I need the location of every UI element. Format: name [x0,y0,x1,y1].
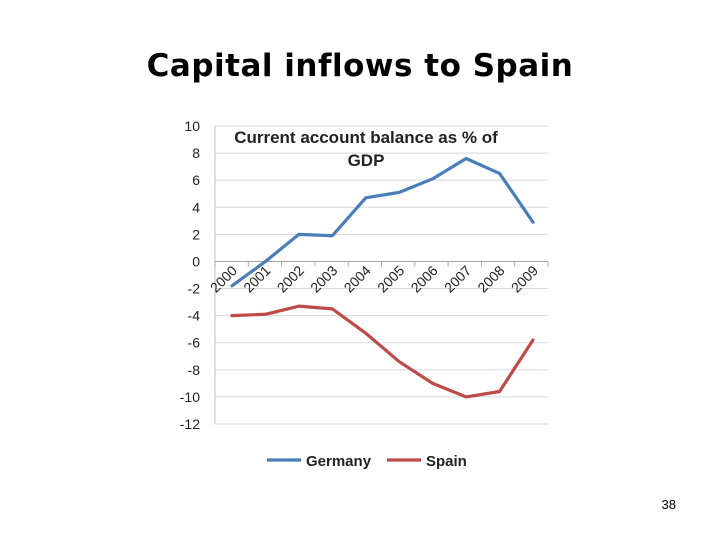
y-tick-label: 4 [192,199,200,215]
y-tick-label: 8 [192,145,200,161]
x-tick-label: 2003 [307,262,340,295]
y-tick-label: 6 [192,172,200,188]
series-lines [230,156,535,399]
chart-title: Current account balance as % of GDP [234,128,498,170]
y-tick-label: -10 [180,389,200,405]
x-tick-label: 2000 [207,262,240,295]
y-tick-label: -6 [188,335,201,351]
slide-title: Capital inflows to Spain [146,48,574,84]
series-line-spain [230,304,535,399]
x-tick-label: 2008 [474,262,507,295]
legend-label: Spain [426,453,467,470]
x-tick-label: 2005 [374,262,407,295]
y-tick-label: -2 [188,281,201,297]
page-number: 38 [661,497,676,512]
legend-label: Germany [306,453,372,470]
y-tick-label: -12 [180,416,200,432]
x-tick-label: 2002 [274,262,307,295]
chart-title-line: GDP [348,151,385,170]
y-tick-label: 10 [184,118,200,134]
series-line-germany [230,156,535,288]
chart-legend: Germany Spain [267,453,467,470]
chart-title-line: Current account balance as % of [234,128,498,147]
x-tick-label: 2006 [407,262,440,295]
x-tick-label: 2004 [341,262,374,295]
y-tick-label: -4 [188,308,201,324]
y-tick-label: 2 [192,226,200,242]
x-tick-label: 2009 [508,262,541,295]
y-axis-tick-labels: 10 8 6 4 2 0 -2 -4 -6 -8 -10 -12 [180,118,200,432]
gridlines [214,125,549,425]
y-tick-label: 0 [192,253,200,269]
y-tick-label: -8 [188,362,201,378]
x-tick-label: 2007 [441,262,474,295]
